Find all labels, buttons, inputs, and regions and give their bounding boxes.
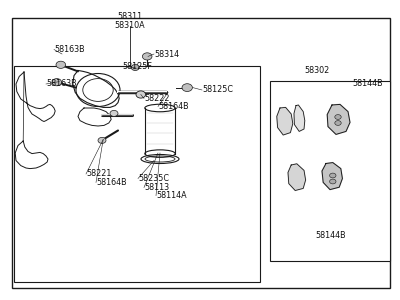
Circle shape bbox=[110, 110, 118, 116]
Polygon shape bbox=[277, 107, 293, 135]
Text: 58164B: 58164B bbox=[158, 102, 189, 111]
Bar bbox=[14, 66, 260, 282]
Circle shape bbox=[330, 173, 336, 178]
Circle shape bbox=[136, 91, 146, 98]
Text: 58311: 58311 bbox=[118, 12, 142, 21]
Circle shape bbox=[98, 137, 106, 143]
Text: 58144B: 58144B bbox=[315, 231, 346, 240]
Text: 58221: 58221 bbox=[86, 169, 111, 178]
Text: 58235C: 58235C bbox=[138, 174, 169, 183]
Polygon shape bbox=[322, 163, 342, 190]
Circle shape bbox=[335, 115, 341, 119]
Circle shape bbox=[182, 84, 192, 92]
Text: 58302: 58302 bbox=[305, 66, 330, 75]
Text: 58163B: 58163B bbox=[46, 80, 77, 88]
Circle shape bbox=[142, 53, 152, 60]
Polygon shape bbox=[294, 105, 305, 131]
Text: 58164B: 58164B bbox=[96, 178, 127, 187]
Text: 58310A: 58310A bbox=[115, 21, 145, 30]
Text: 58163B: 58163B bbox=[54, 45, 85, 54]
Text: 58114A: 58114A bbox=[156, 191, 187, 200]
Polygon shape bbox=[327, 104, 350, 134]
Circle shape bbox=[52, 79, 62, 86]
Bar bbox=[270, 81, 390, 261]
Text: 58113: 58113 bbox=[144, 183, 169, 192]
Text: 58144B: 58144B bbox=[352, 80, 383, 88]
Text: 58125F: 58125F bbox=[122, 62, 152, 71]
Circle shape bbox=[131, 64, 139, 70]
Text: 58314: 58314 bbox=[154, 50, 179, 58]
Circle shape bbox=[335, 121, 341, 125]
Polygon shape bbox=[288, 164, 306, 190]
Text: 58125C: 58125C bbox=[202, 85, 233, 94]
Circle shape bbox=[56, 61, 66, 68]
Text: 58222: 58222 bbox=[144, 94, 170, 103]
Circle shape bbox=[330, 179, 336, 184]
